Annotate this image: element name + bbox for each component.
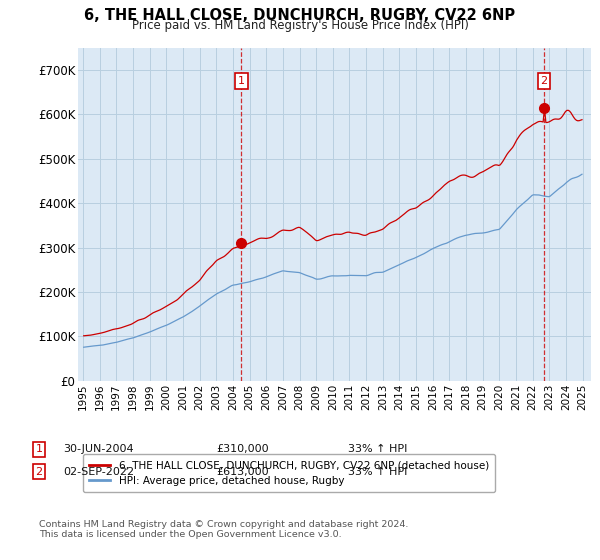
Text: £310,000: £310,000 [216, 444, 269, 454]
Text: 33% ↑ HPI: 33% ↑ HPI [348, 444, 407, 454]
Text: Price paid vs. HM Land Registry's House Price Index (HPI): Price paid vs. HM Land Registry's House … [131, 19, 469, 32]
Text: 30-JUN-2004: 30-JUN-2004 [63, 444, 134, 454]
Text: 33% ↑ HPI: 33% ↑ HPI [348, 466, 407, 477]
Text: Contains HM Land Registry data © Crown copyright and database right 2024.
This d: Contains HM Land Registry data © Crown c… [39, 520, 409, 539]
Text: 2: 2 [541, 76, 547, 86]
Text: 1: 1 [238, 76, 245, 86]
Text: 1: 1 [35, 444, 43, 454]
Legend: 6, THE HALL CLOSE, DUNCHURCH, RUGBY, CV22 6NP (detached house), HPI: Average pri: 6, THE HALL CLOSE, DUNCHURCH, RUGBY, CV2… [83, 454, 495, 492]
Text: 2: 2 [35, 466, 43, 477]
Text: 6, THE HALL CLOSE, DUNCHURCH, RUGBY, CV22 6NP: 6, THE HALL CLOSE, DUNCHURCH, RUGBY, CV2… [85, 8, 515, 24]
Text: 02-SEP-2022: 02-SEP-2022 [63, 466, 134, 477]
Text: £613,000: £613,000 [216, 466, 269, 477]
